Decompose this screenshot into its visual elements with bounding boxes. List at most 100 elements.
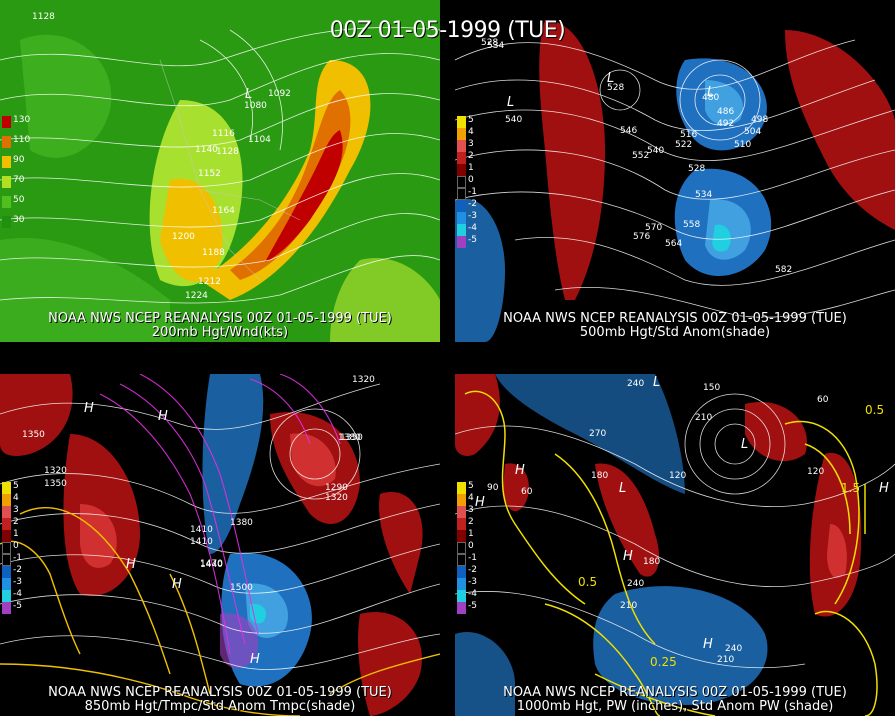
legend-item: 4 <box>457 493 495 506</box>
contour-label: 1224 <box>185 291 208 301</box>
legend-item: 5 <box>2 481 40 494</box>
svg-text:L: L <box>707 85 714 100</box>
anomaly-map: L L L <box>455 20 895 342</box>
contour-labels: 240 150 210 270 180 120 60 90 120 60 180… <box>487 379 884 669</box>
svg-text:H: H <box>126 557 136 572</box>
contour-label: 1128 <box>32 12 55 22</box>
legend-item: -1 <box>2 553 40 566</box>
legend-item: -4 <box>457 589 495 602</box>
panel-caption-source: NOAA NWS NCEP REANALYSIS 00Z 01-05-1999 … <box>503 685 847 700</box>
contour-label: 480 <box>702 93 719 103</box>
contour-label: 1200 <box>172 232 195 242</box>
panel-1000mb: H H L H H H L L 5 4 3 2 1 0 -1 -2 -3 -4 … <box>455 374 895 716</box>
contour-label: 1320 <box>325 493 348 503</box>
panel-caption-field: 1000mb Hgt, PW (inches), Std Anom PW (sh… <box>516 699 834 714</box>
contour-label: 498 <box>751 115 768 125</box>
legend-item: -3 <box>457 211 495 224</box>
contour-label: 60 <box>817 395 829 405</box>
contour-label: 522 <box>675 140 692 150</box>
svg-text:H: H <box>172 577 182 592</box>
contour-label: 570 <box>645 223 662 233</box>
contour-label: 552 <box>632 151 649 161</box>
legend-item: 90 <box>2 155 40 168</box>
legend-item: 3 <box>2 505 40 518</box>
contour-label: 1188 <box>202 248 225 258</box>
contour-label: 1152 <box>198 169 221 179</box>
contour-label: 1320 <box>352 375 375 385</box>
contour-label: 210 <box>717 655 734 665</box>
contour-label: 1440 <box>200 560 223 570</box>
contour-label: 210 <box>695 413 712 423</box>
contour-label: 180 <box>643 557 660 567</box>
contour-label: 1410 <box>190 537 213 547</box>
legend-item: -4 <box>457 223 495 236</box>
contour-label: 528 <box>481 38 498 48</box>
contour-label: 510 <box>734 140 751 150</box>
svg-text:H: H <box>475 495 485 510</box>
contour-label: 240 <box>725 644 742 654</box>
contour-label: 1500 <box>230 583 253 593</box>
svg-text:H: H <box>515 463 525 478</box>
contour-label: 1410 <box>190 525 213 535</box>
panel-caption-source: NOAA NWS NCEP REANALYSIS 00Z 01-05-1999 … <box>503 311 847 326</box>
contour-label: 564 <box>665 239 682 249</box>
wind-map: L <box>0 0 440 342</box>
contour-label: 150 <box>703 383 720 393</box>
contour-label: 546 <box>620 126 637 136</box>
panel-caption-field: 850mb Hgt/Tmpc/Std Anom Tmpc(shade) <box>84 699 356 714</box>
contour-label: 1080 <box>244 101 267 111</box>
contour-label: 576 <box>633 232 650 242</box>
legend-item: -2 <box>457 565 495 578</box>
legend-item: -4 <box>2 589 40 602</box>
legend-item: -3 <box>457 577 495 590</box>
legend-item: 2 <box>2 517 40 530</box>
anomaly-legend: 5 4 3 2 1 0 -1 -2 -3 -4 -5 <box>2 481 40 614</box>
precipitable-water-map: H H L H H H L L <box>455 374 895 716</box>
panel-caption-field: 200mb Hgt/Wnd(kts) <box>151 325 289 340</box>
svg-text:H: H <box>84 401 94 416</box>
contour-labels: 1128 1092 1080 1104 1116 1140 1128 1152 … <box>32 12 291 301</box>
contour-label: 240 <box>627 579 644 589</box>
contour-label: 528 <box>688 164 705 174</box>
contour-label: 0.5 <box>865 403 884 417</box>
contour-label: 582 <box>775 265 792 275</box>
svg-text:L: L <box>607 71 614 86</box>
contour-label: 1350 <box>44 479 67 489</box>
contour-label: 120 <box>807 467 824 477</box>
svg-text:L: L <box>245 87 252 102</box>
contour-label: 534 <box>487 41 504 51</box>
contour-label: 1128 <box>216 147 239 157</box>
legend-item: 1 <box>457 163 495 176</box>
panel-caption-source: NOAA NWS NCEP REANALYSIS 00Z 01-05-1999 … <box>48 311 392 326</box>
contour-label: 540 <box>505 115 522 125</box>
svg-text:L: L <box>619 481 626 496</box>
contour-label: 1470 <box>200 559 223 569</box>
legend-item: -3 <box>2 577 40 590</box>
contour-label: 240 <box>627 379 644 389</box>
contour-label: 1350 <box>22 430 45 440</box>
pw-anomaly-legend: 5 4 3 2 1 0 -1 -2 -3 -4 -5 <box>457 481 495 614</box>
contour-labels: 1320 1350 1320 1350 1410 1380 1410 1440 … <box>22 375 375 593</box>
legend-item: 70 <box>2 175 40 188</box>
legend-item: 0 <box>2 541 40 554</box>
panel-caption-source: NOAA NWS NCEP REANALYSIS 00Z 01-05-1999 … <box>48 685 392 700</box>
contour-label: 528 <box>607 83 624 93</box>
svg-text:H: H <box>879 481 889 496</box>
legend-item: 0 <box>457 541 495 554</box>
panel-850mb: H H H H H 5 4 3 2 1 0 -1 -2 -3 -4 -5 132… <box>0 374 440 716</box>
legend-item: 5 <box>457 481 495 494</box>
svg-text:H: H <box>250 652 260 667</box>
legend-item: 3 <box>457 505 495 518</box>
map-title: 00Z 01-05-1999 (TUE) <box>329 18 566 43</box>
contour-label: 1140 <box>195 145 218 155</box>
contour-label: 1.5 <box>841 481 860 495</box>
legend-item: 2 <box>457 151 495 164</box>
panel-200mb: L 130 110 90 70 50 30 1128 1092 1080 110… <box>0 0 440 342</box>
contour-labels: 534 528 540 480 486 492 498 504 510 516 … <box>481 38 792 275</box>
contour-label: 120 <box>669 471 686 481</box>
legend-item: -2 <box>2 565 40 578</box>
legend-item: -5 <box>457 601 495 614</box>
contour-label: 1380 <box>230 518 253 528</box>
contour-label: 1116 <box>212 129 235 139</box>
contour-label: 270 <box>589 429 606 439</box>
